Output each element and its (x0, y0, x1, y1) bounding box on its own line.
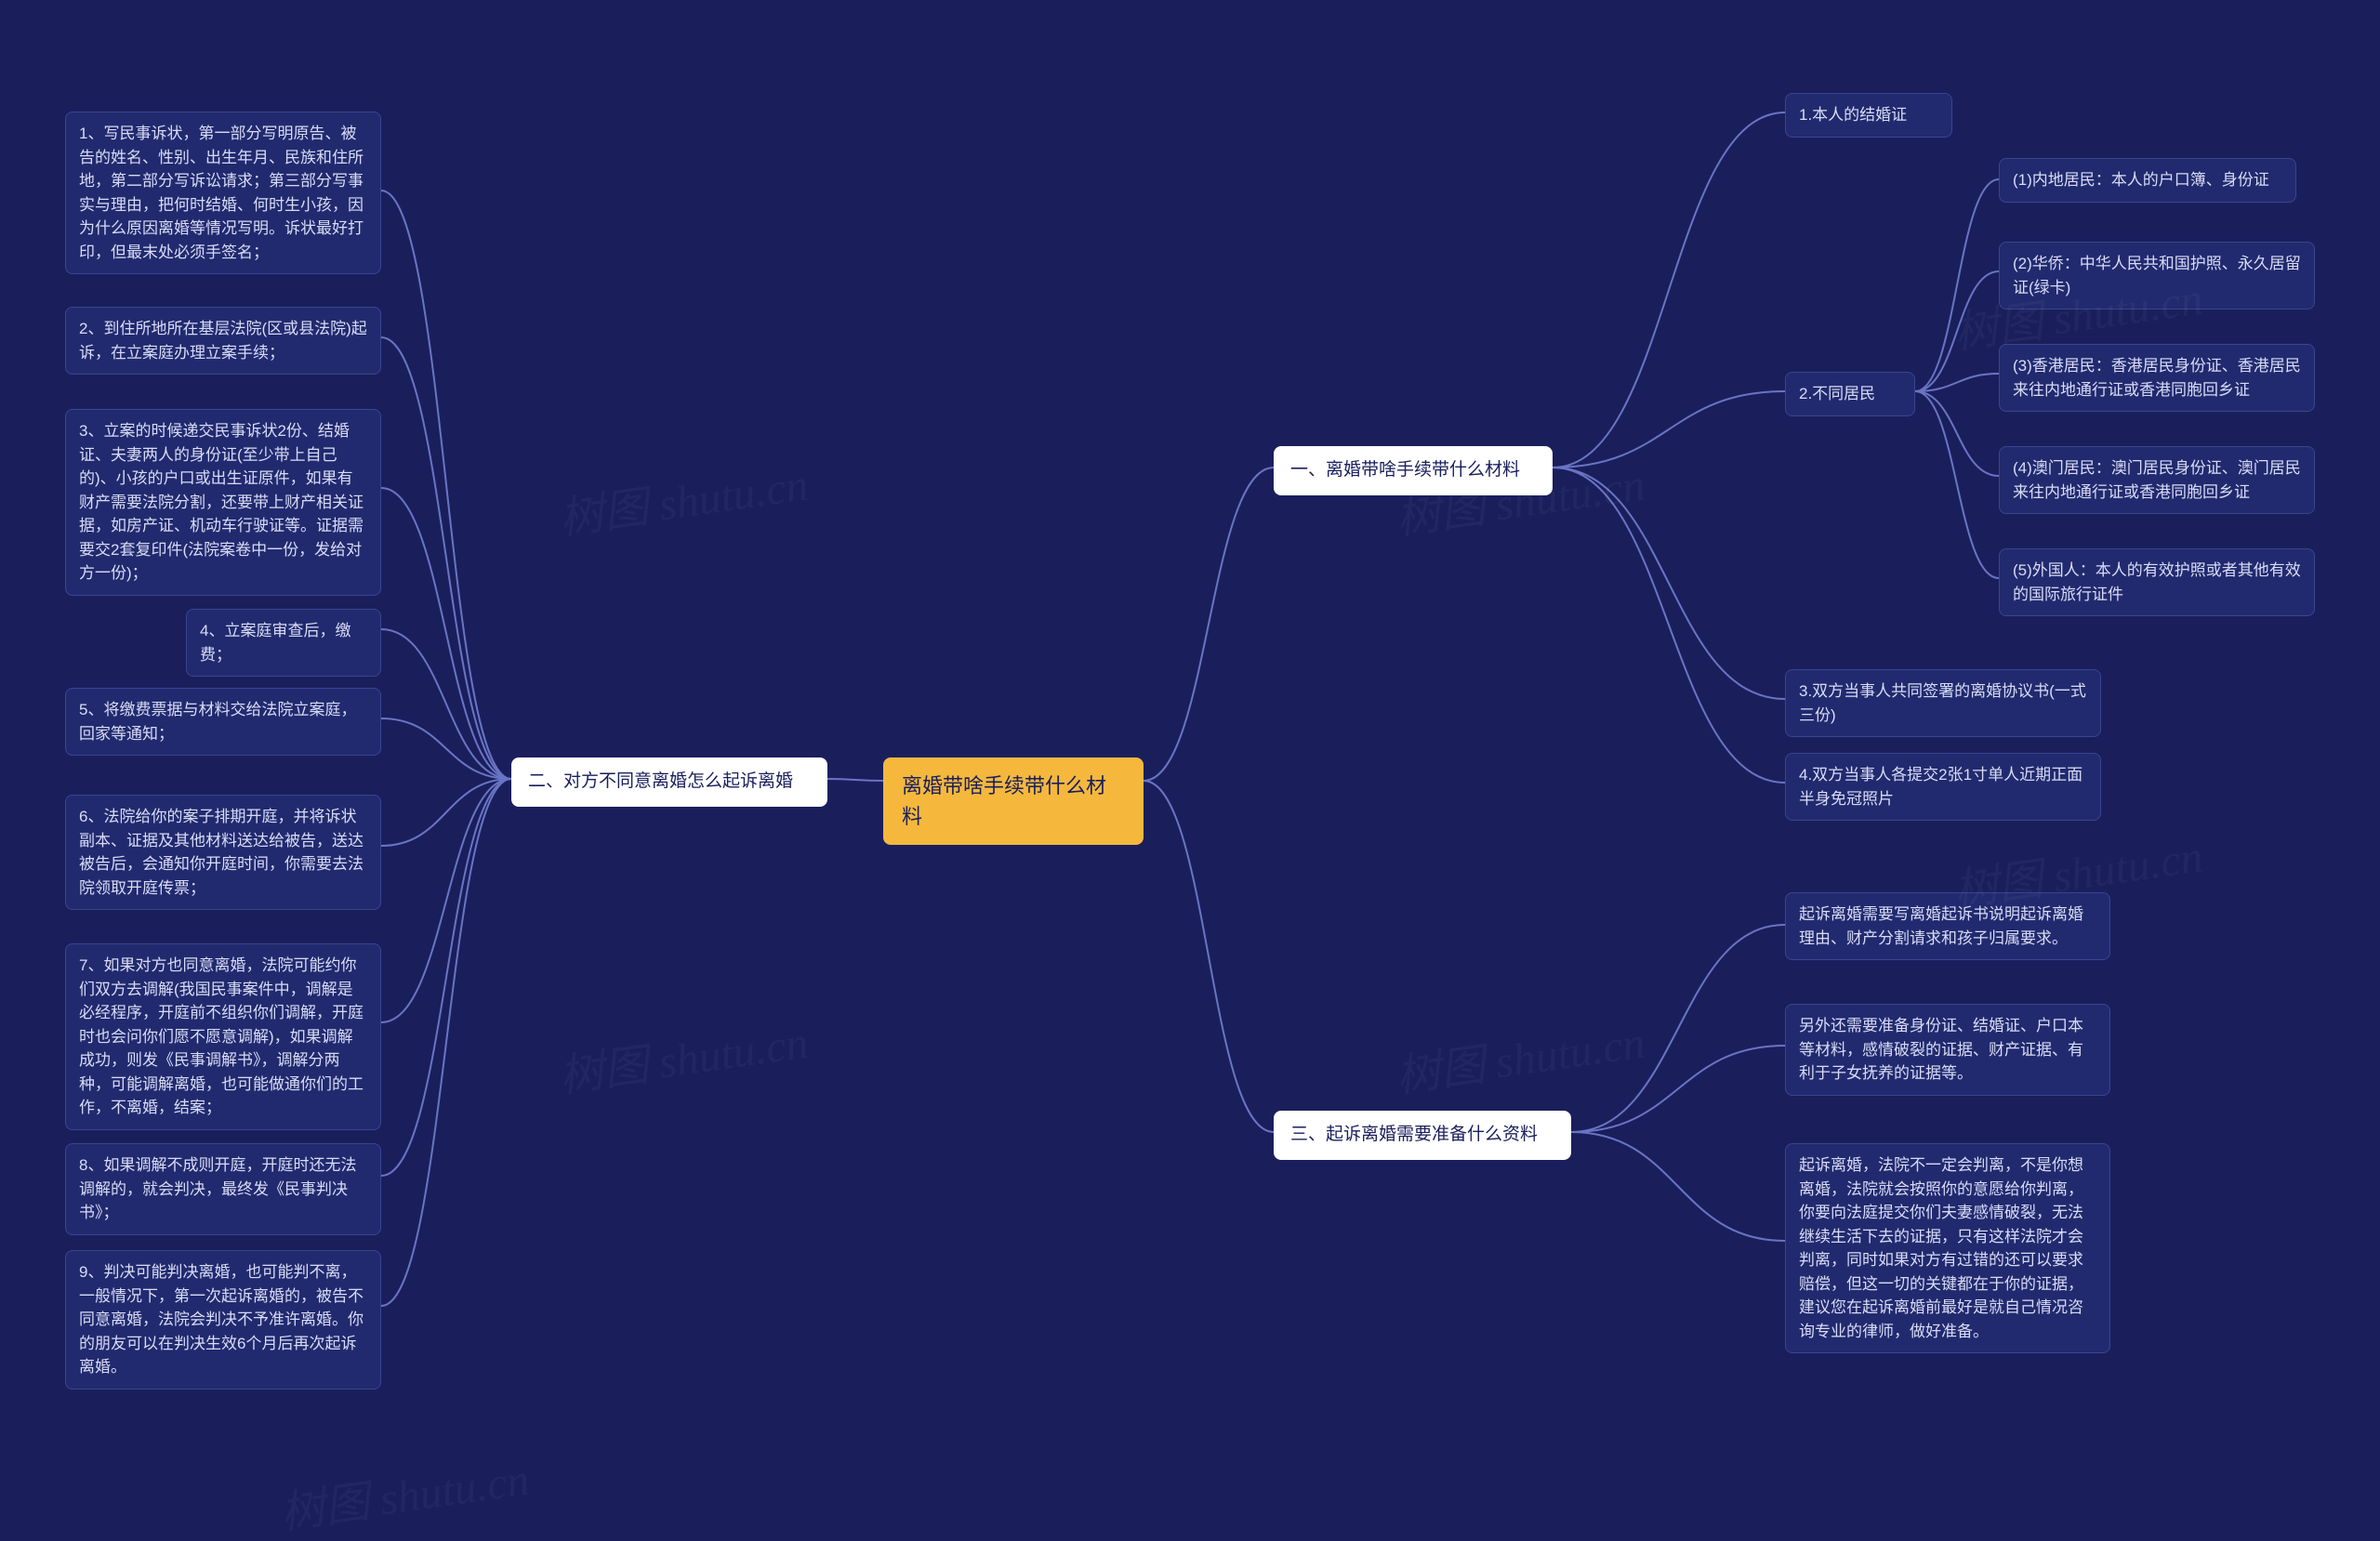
connector (1553, 468, 1785, 783)
connector (1144, 781, 1274, 1132)
node-b1c3: 3.双方当事人共同签署的离婚协议书(一式三份) (1785, 669, 2101, 737)
node-b1[interactable]: 一、离婚带啥手续带什么材料 (1274, 446, 1553, 495)
node-b1c2: 2.不同居民 (1785, 372, 1915, 416)
node-b3[interactable]: 三、起诉离婚需要准备什么资料 (1274, 1111, 1571, 1160)
node-b3c2: 另外还需要准备身份证、结婚证、户口本等材料，感情破裂的证据、财产证据、有利于子女… (1785, 1004, 2110, 1096)
node-b1c4: 4.双方当事人各提交2张1寸单人近期正面半身免冠照片 (1785, 753, 2101, 821)
node-b2c8: 8、如果调解不成则开庭，开庭时还无法调解的，就会判决，最终发《民事判决书》； (65, 1143, 381, 1235)
connector (381, 779, 511, 1022)
mindmap-canvas: 离婚带啥手续带什么材料 一、离婚带啥手续带什么材料三、起诉离婚需要准备什么资料 二、… (0, 0, 2380, 1501)
connector (1915, 391, 1999, 578)
node-b2c5: 5、将缴费票据与材料交给法院立案庭，回家等通知； (65, 688, 381, 756)
node-b1c1: 1.本人的结婚证 (1785, 93, 1952, 138)
node-b2c1: 1、写民事诉状，第一部分写明原告、被告的姓名、性别、出生年月、民族和住所地，第二… (65, 112, 381, 274)
node-b2c4: 4、立案庭审查后，缴费； (186, 609, 381, 677)
node-b3c1: 起诉离婚需要写离婚起诉书说明起诉离婚理由、财产分割请求和孩子归属要求。 (1785, 892, 2110, 960)
connector (381, 779, 511, 1176)
node-b2c9: 9、判决可能判决离婚，也可能判不离，一般情况下，第一次起诉离婚的，被告不同意离婚… (65, 1250, 381, 1390)
connector (1144, 468, 1274, 781)
connector (1571, 1046, 1785, 1132)
node-b1c2a: (1)内地居民：本人的户口簿、身份证 (1999, 158, 2296, 203)
connector (1553, 112, 1785, 468)
connector (1915, 179, 1999, 391)
connector (381, 191, 511, 779)
connector (381, 488, 511, 779)
node-b1c2e: (5)外国人：本人的有效护照或者其他有效的国际旅行证件 (1999, 548, 2315, 616)
connector (381, 337, 511, 779)
connector (1915, 391, 1999, 476)
connector (1571, 925, 1785, 1132)
node-b1c2d: (4)澳门居民：澳门居民身份证、澳门居民来往内地通行证或香港同胞回乡证 (1999, 446, 2315, 514)
node-b2c3: 3、立案的时候递交民事诉状2份、结婚证、夫妻两人的身份证(至少带上自己的)、小孩… (65, 409, 381, 596)
connector (827, 779, 883, 781)
node-b2[interactable]: 二、对方不同意离婚怎么起诉离婚 (511, 757, 827, 807)
connector (381, 779, 511, 846)
connector (381, 779, 511, 1306)
node-root[interactable]: 离婚带啥手续带什么材料 (883, 757, 1144, 845)
connector (1571, 1132, 1785, 1241)
connector (1553, 468, 1785, 699)
node-b1c2c: (3)香港居民：香港居民身份证、香港居民来往内地通行证或香港同胞回乡证 (1999, 344, 2315, 412)
node-b2c2: 2、到住所地所在基层法院(区或县法院)起诉，在立案庭办理立案手续； (65, 307, 381, 375)
node-b1c2b: (2)华侨：中华人民共和国护照、永久居留证(绿卡) (1999, 242, 2315, 310)
node-b3c3: 起诉离婚，法院不一定会判离，不是你想离婚，法院就会按照你的意愿给你判离，你要向法… (1785, 1143, 2110, 1353)
node-b2c6: 6、法院给你的案子排期开庭，并将诉状副本、证据及其他材料送达给被告，送达被告后，… (65, 795, 381, 910)
node-b2c7: 7、如果对方也同意离婚，法院可能约你们双方去调解(我国民事案件中，调解是必经程序… (65, 943, 381, 1130)
